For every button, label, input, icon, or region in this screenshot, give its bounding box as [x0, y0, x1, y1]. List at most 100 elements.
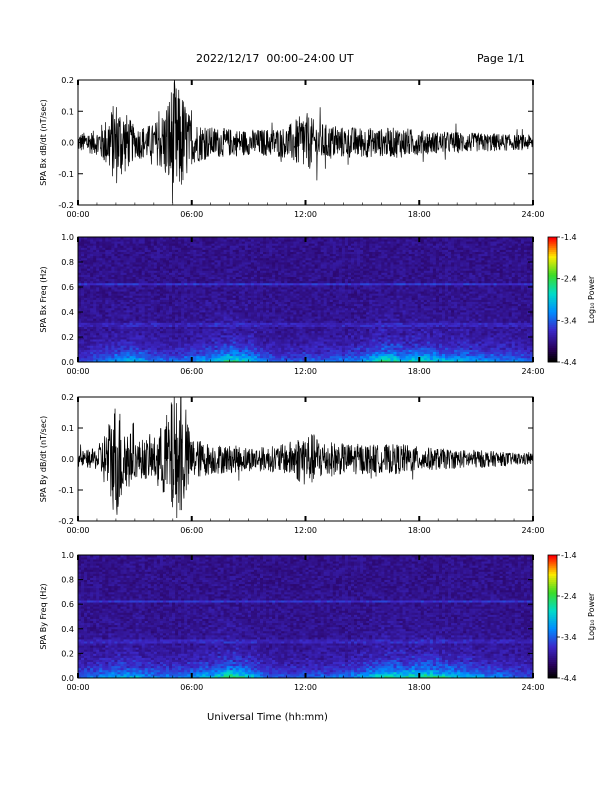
heat-cell	[241, 270, 246, 273]
heat-cell	[269, 359, 273, 363]
heat-cell	[138, 243, 143, 246]
heat-cell	[247, 249, 252, 252]
heat-cell	[220, 270, 224, 273]
heat-cell	[169, 347, 173, 350]
heat-cell	[169, 339, 173, 342]
heat-cell	[99, 278, 103, 282]
heat-cell	[235, 251, 240, 255]
heat-cell	[220, 318, 224, 321]
heat-cell	[90, 312, 94, 315]
heat-cell	[175, 289, 179, 292]
heat-cell	[172, 345, 176, 348]
heat-cell	[238, 266, 243, 269]
heat-cell	[99, 259, 103, 263]
heat-cell	[96, 266, 100, 269]
heat-cell	[247, 276, 252, 280]
heat-cell	[250, 349, 255, 352]
heat-cell	[181, 282, 185, 286]
heat-cell	[238, 253, 243, 257]
heat-cell	[214, 347, 218, 350]
heat-cell	[141, 320, 146, 323]
heat-cell	[156, 295, 161, 298]
heat-cell	[205, 243, 209, 246]
heat-cell	[263, 268, 267, 271]
heat-cell	[96, 347, 100, 350]
heat-cell	[244, 349, 249, 352]
heat-cell	[81, 280, 85, 284]
heat-cell	[96, 282, 100, 286]
heat-cell	[214, 284, 218, 288]
heat-cell	[159, 259, 164, 263]
heat-cell	[190, 351, 194, 355]
heat-cell	[232, 347, 237, 350]
heat-cell	[229, 312, 234, 315]
heat-cell	[263, 312, 267, 315]
heat-cell	[114, 274, 118, 277]
heat-cell	[129, 314, 133, 317]
heat-cell	[202, 357, 206, 361]
heat-cell	[153, 347, 158, 350]
heat-cell	[250, 328, 255, 332]
heat-cell	[214, 320, 218, 323]
heat-cell	[129, 255, 133, 259]
heat-cell	[263, 241, 267, 244]
heat-cell	[214, 353, 218, 357]
heat-cell	[220, 320, 224, 323]
heat-cell	[238, 351, 243, 355]
heat-cell	[202, 334, 206, 338]
heat-cell	[220, 287, 224, 290]
heat-cell	[78, 280, 82, 284]
heat-cell	[178, 299, 182, 302]
heat-cell	[144, 343, 149, 346]
heat-cell	[190, 337, 194, 340]
heat-cell	[181, 289, 185, 292]
heat-cell	[220, 239, 224, 242]
heat-cell	[108, 299, 112, 302]
heat-cell	[202, 339, 206, 342]
heat-cell	[263, 322, 267, 325]
heat-cell	[93, 337, 97, 340]
heat-cell	[153, 268, 158, 271]
heat-cell	[263, 301, 267, 305]
heat-cell	[178, 264, 182, 267]
heat-cell	[175, 264, 179, 267]
heat-cell	[187, 253, 191, 257]
heat-cell	[138, 253, 143, 257]
heat-cell	[147, 355, 152, 359]
heat-cell	[84, 247, 88, 250]
heat-cell	[87, 355, 91, 359]
heat-cell	[241, 307, 246, 311]
heat-cell	[187, 284, 191, 288]
heat-cell	[126, 299, 130, 302]
heat-cell	[193, 245, 197, 248]
heat-cell	[235, 239, 240, 242]
heat-cell	[156, 330, 161, 334]
heat-cell	[153, 299, 158, 302]
heat-cell	[187, 247, 191, 250]
heat-cell	[232, 257, 237, 261]
heat-cell	[126, 305, 130, 309]
heat-cell	[123, 312, 127, 315]
heat-cell	[102, 241, 106, 244]
heat-cell	[196, 324, 200, 327]
heat-cell	[253, 259, 258, 263]
heat-cell	[147, 357, 152, 361]
heat-cell	[108, 243, 112, 246]
heat-cell	[226, 326, 231, 330]
heat-cell	[193, 347, 197, 350]
heat-cell	[250, 312, 255, 315]
heat-cell	[223, 243, 228, 246]
heat-cell	[153, 247, 158, 250]
heat-cell	[165, 320, 170, 323]
heat-cell	[111, 282, 115, 286]
heat-cell	[193, 334, 197, 338]
heat-cell	[181, 347, 185, 350]
heat-cell	[202, 274, 206, 277]
heat-cell	[138, 351, 143, 355]
heat-cell	[114, 324, 118, 327]
heat-cell	[263, 284, 267, 288]
heat-cell	[132, 237, 137, 240]
heat-cell	[184, 272, 188, 275]
heat-cell	[190, 318, 194, 321]
heat-cell	[205, 262, 209, 265]
